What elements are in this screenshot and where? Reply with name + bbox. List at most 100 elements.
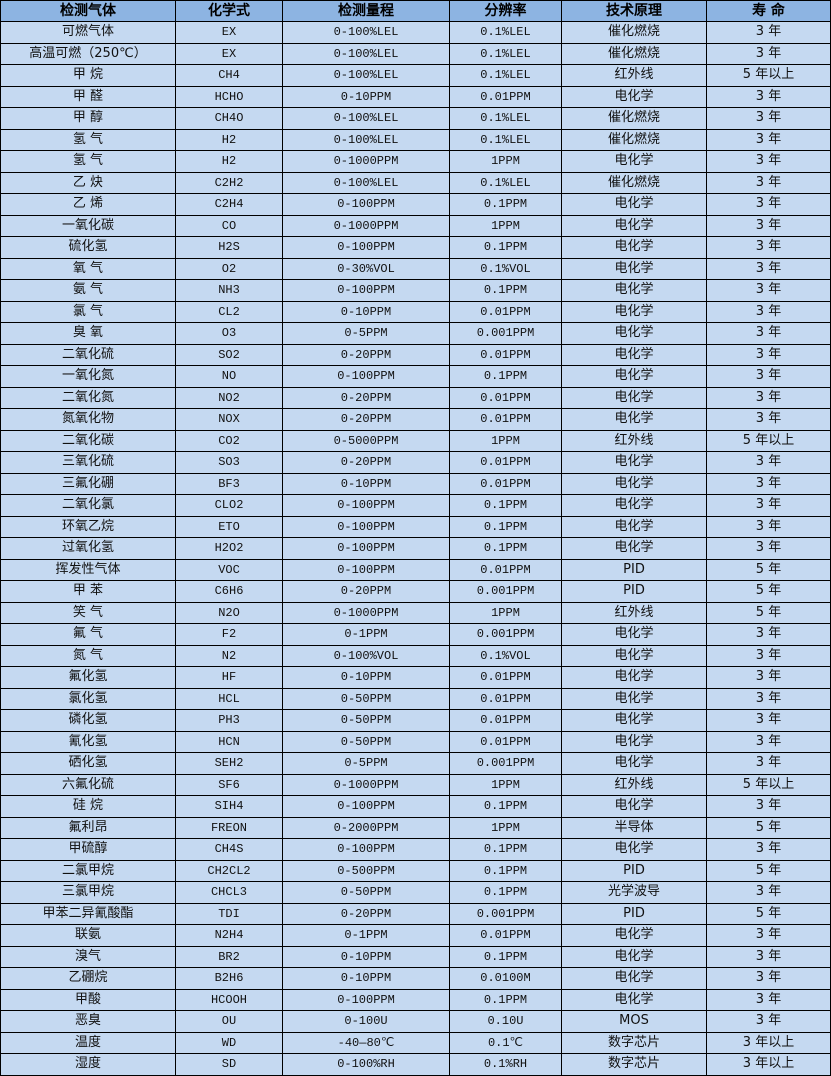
table-header-row: 检测气体 化学式 检测量程 分辨率 技术原理寿 命 bbox=[0, 0, 831, 22]
cell-principle: MOS bbox=[561, 1010, 707, 1033]
cell-lifespan: 3 年 bbox=[706, 236, 831, 259]
cell-gas-name: 甲 醛 bbox=[0, 85, 176, 108]
cell-principle: 电化学 bbox=[561, 709, 707, 732]
cell-range: 0-50PPM bbox=[282, 881, 450, 904]
cell-resolution: 0.01PPM bbox=[449, 85, 562, 108]
cell-range: 0-20PPM bbox=[282, 386, 450, 409]
cell-lifespan: 3 年 bbox=[706, 128, 831, 151]
cell-resolution: 0.1%LEL bbox=[449, 42, 562, 65]
cell-resolution: 0.01PPM bbox=[449, 666, 562, 689]
cell-lifespan: 3 年 bbox=[706, 322, 831, 345]
cell-gas-name: 三氟化硼 bbox=[0, 472, 176, 495]
cell-resolution: 0.1%LEL bbox=[449, 171, 562, 194]
cell-lifespan: 5 年 bbox=[706, 580, 831, 603]
cell-lifespan: 3 年 bbox=[706, 85, 831, 108]
table-row: 甲 醇 CH4O 0-100%LEL 0.1%LEL 催化燃烧 3 年 bbox=[0, 107, 831, 130]
cell-lifespan: 3 年 bbox=[706, 687, 831, 710]
cell-lifespan: 3 年 bbox=[706, 709, 831, 732]
cell-formula: SO2 bbox=[175, 343, 283, 366]
cell-principle: 电化学 bbox=[561, 322, 707, 345]
cell-principle: 电化学 bbox=[561, 193, 707, 216]
cell-range: 0-20PPM bbox=[282, 580, 450, 603]
cell-gas-name: 氮 气 bbox=[0, 644, 176, 667]
table-row: 硅 烷 SIH4 0-100PPM 0.1PPM 电化学 3 年 bbox=[0, 795, 831, 818]
cell-lifespan: 3 年 bbox=[706, 42, 831, 65]
cell-range: 0-10PPM bbox=[282, 85, 450, 108]
cell-principle: PID bbox=[561, 859, 707, 882]
cell-formula: CO bbox=[175, 214, 283, 237]
cell-resolution: 0.1PPM bbox=[449, 795, 562, 818]
cell-principle: 电化学 bbox=[561, 838, 707, 861]
cell-formula: CH4 bbox=[175, 64, 283, 87]
cell-resolution: 0.1%VOL bbox=[449, 644, 562, 667]
cell-resolution: 1PPM bbox=[449, 429, 562, 452]
cell-lifespan: 5 年 bbox=[706, 601, 831, 624]
table-row: 硫化氢 H2S 0-100PPM 0.1PPM 电化学 3 年 bbox=[0, 236, 831, 259]
cell-principle: 电化学 bbox=[561, 279, 707, 302]
column-header-range: 检测量程 bbox=[282, 0, 450, 22]
table-row: 可燃气体 EX 0-100%LEL 0.1%LEL 催化燃烧 3 年 bbox=[0, 21, 831, 44]
cell-principle: 红外线 bbox=[561, 601, 707, 624]
cell-lifespan: 3 年 bbox=[706, 21, 831, 44]
cell-gas-name: 高温可燃（250℃） bbox=[0, 42, 176, 65]
cell-lifespan: 3 年 bbox=[706, 472, 831, 495]
cell-gas-name: 氮氧化物 bbox=[0, 408, 176, 431]
table-body: 可燃气体 EX 0-100%LEL 0.1%LEL 催化燃烧 3 年高温可燃（250℃） E… bbox=[0, 21, 831, 1076]
cell-gas-name: 三氧化硫 bbox=[0, 451, 176, 474]
cell-formula: NO bbox=[175, 365, 283, 388]
cell-resolution: 0.1PPM bbox=[449, 515, 562, 538]
cell-principle: 电化学 bbox=[561, 623, 707, 646]
cell-lifespan: 5 年以上 bbox=[706, 429, 831, 452]
cell-gas-name: 氯 气 bbox=[0, 300, 176, 323]
cell-formula: N2H4 bbox=[175, 924, 283, 947]
cell-principle: 电化学 bbox=[561, 666, 707, 689]
cell-resolution: 0.1%LEL bbox=[449, 107, 562, 130]
cell-gas-name: 硒化氢 bbox=[0, 752, 176, 775]
cell-lifespan: 3 年 bbox=[706, 644, 831, 667]
table-row: 笑 气 N2O 0-1000PPM 1PPM 红外线 5 年 bbox=[0, 601, 831, 624]
cell-gas-name: 过氧化氢 bbox=[0, 537, 176, 560]
table-row: 乙 烯 C2H4 0-100PPM 0.1PPM 电化学 3 年 bbox=[0, 193, 831, 216]
cell-formula: B2H6 bbox=[175, 967, 283, 990]
cell-gas-name: 二氧化氮 bbox=[0, 386, 176, 409]
cell-range: 0-100PPM bbox=[282, 236, 450, 259]
cell-resolution: 0.1PPM bbox=[449, 537, 562, 560]
table-row: 氟化氢 HF 0-10PPM 0.01PPM 电化学 3 年 bbox=[0, 666, 831, 689]
column-header-formula: 化学式 bbox=[175, 0, 283, 22]
cell-formula: N2O bbox=[175, 601, 283, 624]
cell-principle: 数字芯片 bbox=[561, 1053, 707, 1076]
cell-principle: 电化学 bbox=[561, 730, 707, 753]
cell-principle: 电化学 bbox=[561, 644, 707, 667]
cell-resolution: 0.01PPM bbox=[449, 558, 562, 581]
cell-resolution: 0.1%LEL bbox=[449, 64, 562, 87]
cell-principle: 催化燃烧 bbox=[561, 42, 707, 65]
cell-principle: 电化学 bbox=[561, 515, 707, 538]
cell-resolution: 0.1PPM bbox=[449, 859, 562, 882]
table-row: 氯 气 CL2 0-10PPM 0.01PPM 电化学 3 年 bbox=[0, 300, 831, 323]
column-header-gas-name: 检测气体 bbox=[0, 0, 176, 22]
cell-resolution: 0.1PPM bbox=[449, 279, 562, 302]
cell-formula: HCN bbox=[175, 730, 283, 753]
cell-resolution: 0.01PPM bbox=[449, 687, 562, 710]
cell-gas-name: 挥发性气体 bbox=[0, 558, 176, 581]
table-row: 挥发性气体 VOC 0-100PPM 0.01PPM PID 5 年 bbox=[0, 558, 831, 581]
cell-principle: 数字芯片 bbox=[561, 1031, 707, 1054]
cell-principle: PID bbox=[561, 580, 707, 603]
cell-resolution: 0.10U bbox=[449, 1010, 562, 1033]
table-row: 氮 气 N2 0-100%VOL 0.1%VOL 电化学 3 年 bbox=[0, 644, 831, 667]
cell-gas-name: 环氧乙烷 bbox=[0, 515, 176, 538]
cell-formula: H2S bbox=[175, 236, 283, 259]
cell-range: 0-1000PPM bbox=[282, 601, 450, 624]
cell-lifespan: 3 年 bbox=[706, 386, 831, 409]
table-row: 二氧化硫 SO2 0-20PPM 0.01PPM 电化学 3 年 bbox=[0, 343, 831, 366]
cell-principle: 电化学 bbox=[561, 924, 707, 947]
cell-range: 0-50PPM bbox=[282, 687, 450, 710]
cell-lifespan: 3 年 bbox=[706, 150, 831, 173]
cell-range: 0-20PPM bbox=[282, 902, 450, 925]
cell-lifespan: 5 年以上 bbox=[706, 773, 831, 796]
cell-resolution: 0.001PPM bbox=[449, 580, 562, 603]
cell-range: 0-100PPM bbox=[282, 279, 450, 302]
table-row: 温度 WD -40—80℃ 0.1℃ 数字芯片 3 年以上 bbox=[0, 1031, 831, 1054]
cell-gas-name: 一氧化碳 bbox=[0, 214, 176, 237]
cell-range: 0-100PPM bbox=[282, 537, 450, 560]
